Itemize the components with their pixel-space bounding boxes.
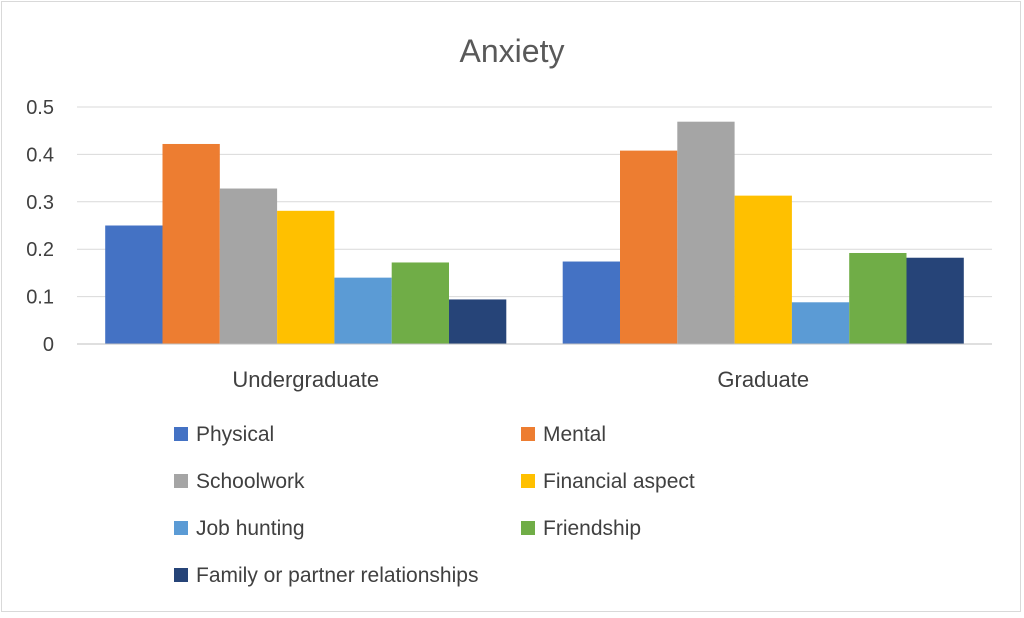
- legend-swatch: [174, 474, 188, 488]
- bar-job-hunting-graduate: [791, 302, 850, 344]
- legend-label: Financial aspect: [543, 470, 695, 493]
- bar-mental-graduate: [620, 150, 678, 344]
- x-category-label: Graduate: [717, 367, 809, 392]
- y-tick-label: 0: [43, 334, 54, 356]
- legend-swatch: [174, 521, 188, 535]
- y-axis-tick-labels: 0 0.1 0.2 0.3 0.4 0.5: [26, 97, 54, 356]
- bar-friendship-graduate: [849, 252, 907, 344]
- bar-mental-undergraduate: [162, 143, 220, 344]
- bar-family-or-partner-relationships-graduate: [906, 257, 964, 344]
- bars: [105, 121, 964, 344]
- legend-label: Schoolwork: [196, 470, 305, 493]
- y-tick-label: 0.3: [26, 192, 54, 214]
- legend-swatch: [521, 521, 535, 535]
- bar-financial-aspect-graduate: [734, 195, 792, 344]
- legend-label: Mental: [543, 423, 606, 446]
- y-tick-label: 0.2: [26, 239, 54, 261]
- y-tick-label: 0.1: [26, 287, 54, 309]
- bar-physical-undergraduate: [105, 225, 163, 344]
- y-tick-label: 0.4: [26, 144, 54, 166]
- x-category-label: Undergraduate: [232, 367, 379, 392]
- legend-label: Family or partner relationships: [196, 564, 478, 587]
- legend-swatch: [174, 427, 188, 441]
- bar-physical-graduate: [562, 261, 620, 344]
- legend-swatch: [174, 568, 188, 582]
- chart-title: Anxiety: [460, 33, 565, 69]
- bar-financial-aspect-undergraduate: [277, 210, 335, 344]
- legend-label: Job hunting: [196, 517, 305, 540]
- legend: Physical Mental Schoolwork Financial aspect…: [174, 423, 695, 587]
- legend-swatch: [521, 427, 535, 441]
- legend-label: Physical: [196, 423, 274, 446]
- bar-job-hunting-undergraduate: [334, 277, 392, 344]
- bar-friendship-undergraduate: [391, 262, 449, 344]
- x-axis: Undergraduate Graduate: [77, 343, 992, 392]
- legend-swatch: [521, 474, 535, 488]
- bar-family-or-partner-relationships-undergraduate: [449, 299, 507, 344]
- y-tick-label: 0.5: [26, 97, 54, 119]
- legend-label: Friendship: [543, 517, 641, 540]
- bar-schoolwork-undergraduate: [219, 188, 278, 344]
- bar-schoolwork-graduate: [677, 121, 735, 344]
